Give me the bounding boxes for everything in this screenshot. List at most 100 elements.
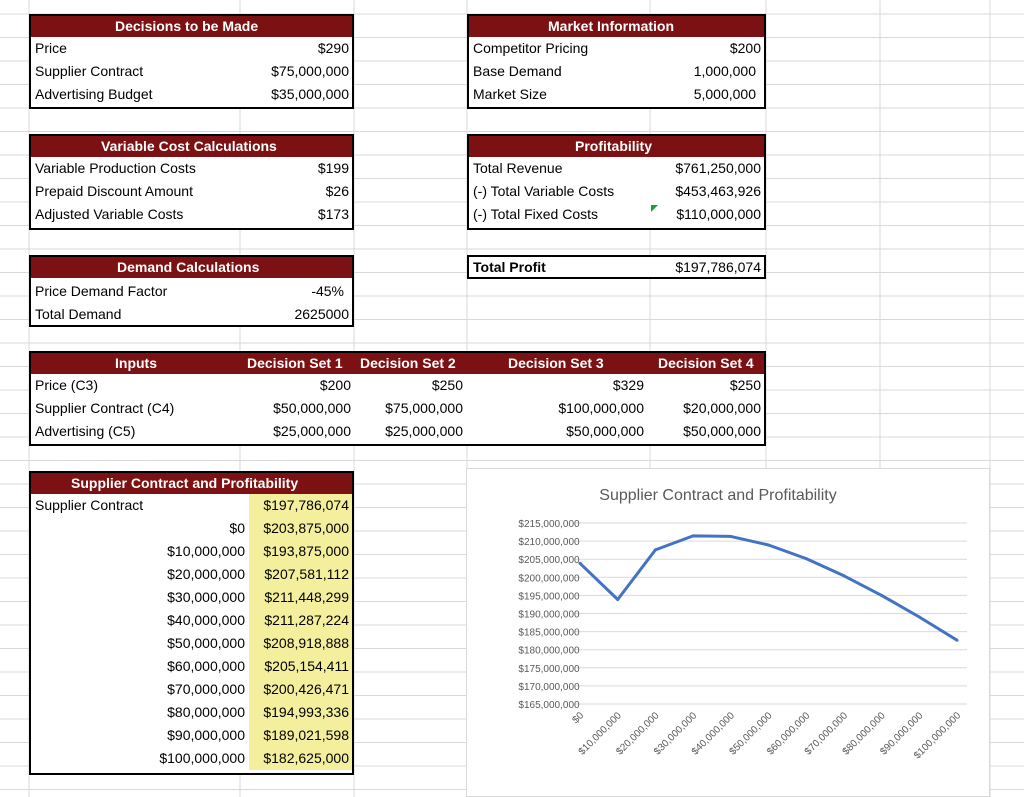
set-4-value[interactable]: $20,000,000 — [683, 400, 761, 416]
variable-cost-block: Variable Cost Calculations Variable Prod… — [29, 134, 354, 230]
profit-value[interactable]: $211,287,224 — [249, 609, 352, 632]
profit-data-point[interactable] — [804, 557, 808, 561]
set-2-value[interactable]: $75,000,000 — [385, 400, 463, 416]
decision-value[interactable]: $290 — [317, 40, 349, 56]
total-profit-value[interactable]: $197,786,074 — [675, 259, 761, 275]
table-row[interactable]: $60,000,000 $205,154,411 — [31, 655, 352, 678]
demand-row[interactable]: Price Demand Factor -45% — [31, 280, 352, 303]
contract-value[interactable]: $100,000,000 — [159, 750, 245, 766]
market-value[interactable]: 1,000,000 — [693, 63, 756, 79]
set-4-value[interactable]: $250 — [729, 377, 761, 393]
profit-data-point[interactable] — [917, 615, 921, 619]
table-row[interactable]: $10,000,000 $193,875,000 — [31, 540, 352, 563]
contract-value[interactable]: $40,000,000 — [167, 612, 245, 628]
market-value[interactable]: $200 — [729, 40, 761, 56]
profit-data-point[interactable] — [729, 534, 733, 538]
profit-data-point[interactable] — [880, 593, 884, 597]
profit-value[interactable]: $193,875,000 — [249, 540, 352, 563]
contract-value[interactable]: $90,000,000 — [167, 727, 245, 743]
profit-value[interactable]: $207,581,112 — [249, 563, 352, 586]
profit-data-point[interactable] — [691, 534, 695, 538]
market-row[interactable]: Market Size 5,000,000 — [469, 83, 764, 106]
profit-value[interactable]: $205,154,411 — [249, 655, 352, 678]
profit-data-point[interactable] — [616, 597, 620, 601]
demand-value[interactable]: -45% — [311, 283, 344, 299]
contract-value[interactable]: $30,000,000 — [167, 589, 245, 605]
table-row[interactable]: $0 $203,875,000 — [31, 517, 352, 540]
line-chart[interactable]: Supplier Contract and Profitability $215… — [466, 468, 990, 797]
data-table-first-value[interactable]: $197,786,074 — [249, 494, 352, 517]
contract-value[interactable]: $50,000,000 — [167, 635, 245, 651]
demand-value[interactable]: 2625000 — [294, 306, 349, 322]
profit-value[interactable]: $182,625,000 — [249, 747, 352, 770]
set-3-value[interactable]: $329 — [612, 377, 644, 393]
profit-data-point[interactable] — [653, 548, 657, 552]
variable-cost-row[interactable]: Prepaid Discount Amount $26 — [31, 180, 352, 203]
set-1-value[interactable]: $25,000,000 — [273, 423, 351, 439]
table-row[interactable]: Supplier Contract $197,786,074 — [31, 494, 352, 517]
market-row[interactable]: Competitor Pricing $200 — [469, 37, 764, 60]
decision-set-2-header: Decision Set 2 — [360, 355, 456, 371]
decisions-row-advertising[interactable]: Advertising Budget $35,000,000 — [31, 83, 352, 106]
market-value[interactable]: 5,000,000 — [693, 86, 756, 102]
inputs-row-supplier-contract[interactable]: Supplier Contract (C4) $50,000,000 $75,0… — [31, 397, 764, 420]
table-row[interactable]: $40,000,000 $211,287,224 — [31, 609, 352, 632]
set-4-value[interactable]: $50,000,000 — [683, 423, 761, 439]
input-label: Supplier Contract (C4) — [35, 400, 175, 416]
table-row[interactable]: $90,000,000 $189,021,598 — [31, 724, 352, 747]
profit-data-point[interactable] — [955, 638, 959, 642]
demand-title: Demand Calculations — [31, 257, 352, 278]
profit-series-line[interactable] — [578, 534, 958, 642]
set-3-value[interactable]: $100,000,000 — [558, 400, 644, 416]
variable-cost-row[interactable]: Adjusted Variable Costs $173 — [31, 203, 352, 226]
profitability-row[interactable]: (-) Total Fixed Costs $110,000,000 — [469, 203, 764, 226]
profit-value[interactable]: $203,875,000 — [249, 517, 352, 540]
profitability-value[interactable]: $761,250,000 — [675, 160, 761, 176]
y-tick-label: $195,000,000 — [518, 591, 580, 602]
table-row[interactable]: $80,000,000 $194,993,336 — [31, 701, 352, 724]
profit-value[interactable]: $194,993,336 — [249, 701, 352, 724]
decision-value[interactable]: $75,000,000 — [271, 63, 349, 79]
decision-value[interactable]: $35,000,000 — [271, 86, 349, 102]
contract-value[interactable]: $0 — [229, 520, 245, 536]
inputs-row-price[interactable]: Price (C3) $200 $250 $329 $250 — [31, 374, 764, 397]
set-3-value[interactable]: $50,000,000 — [566, 423, 644, 439]
table-row[interactable]: $20,000,000 $207,581,112 — [31, 563, 352, 586]
decisions-row-price[interactable]: Price $290 — [31, 37, 352, 60]
profit-value[interactable]: $189,021,598 — [249, 724, 352, 747]
demand-row[interactable]: Total Demand 2625000 — [31, 303, 352, 326]
profit-data-point[interactable] — [578, 561, 582, 565]
profitability-row[interactable]: Total Revenue $761,250,000 — [469, 157, 764, 180]
data-table-body: Supplier Contract $197,786,074 $0 $203,87… — [31, 494, 352, 770]
table-row[interactable]: $100,000,000 $182,625,000 — [31, 747, 352, 770]
set-2-value[interactable]: $250 — [431, 377, 463, 393]
contract-value[interactable]: $20,000,000 — [167, 566, 245, 582]
contract-value[interactable]: $80,000,000 — [167, 704, 245, 720]
profit-value[interactable]: $211,448,299 — [249, 586, 352, 609]
market-row[interactable]: Base Demand 1,000,000 — [469, 60, 764, 83]
profitability-value[interactable]: $453,463,926 — [675, 183, 761, 199]
contract-value[interactable]: $60,000,000 — [167, 658, 245, 674]
profit-data-point[interactable] — [842, 574, 846, 578]
contract-value[interactable]: $10,000,000 — [167, 543, 245, 559]
profit-value[interactable]: $208,918,888 — [249, 632, 352, 655]
total-profit-row[interactable]: Total Profit $197,786,074 — [469, 257, 764, 277]
profitability-value[interactable]: $110,000,000 — [676, 206, 761, 222]
table-row[interactable]: $50,000,000 $208,918,888 — [31, 632, 352, 655]
set-1-value[interactable]: $200 — [319, 377, 351, 393]
inputs-row-advertising[interactable]: Advertising (C5) $25,000,000 $25,000,000… — [31, 420, 764, 443]
profitability-row[interactable]: (-) Total Variable Costs $453,463,926 — [469, 180, 764, 203]
table-row[interactable]: $70,000,000 $200,426,471 — [31, 678, 352, 701]
profit-value[interactable]: $200,426,471 — [249, 678, 352, 701]
demand-label: Total Demand — [35, 306, 122, 322]
variable-cost-value[interactable]: $26 — [325, 183, 349, 199]
set-2-value[interactable]: $25,000,000 — [385, 423, 463, 439]
set-1-value[interactable]: $50,000,000 — [273, 400, 351, 416]
profit-data-point[interactable] — [767, 543, 770, 547]
variable-cost-value[interactable]: $199 — [317, 160, 349, 176]
decisions-row-supplier-contract[interactable]: Supplier Contract $75,000,000 — [31, 60, 352, 83]
variable-cost-value[interactable]: $173 — [317, 206, 349, 222]
contract-value[interactable]: $70,000,000 — [167, 681, 245, 697]
variable-cost-row[interactable]: Variable Production Costs $199 — [31, 157, 352, 180]
table-row[interactable]: $30,000,000 $211,448,299 — [31, 586, 352, 609]
